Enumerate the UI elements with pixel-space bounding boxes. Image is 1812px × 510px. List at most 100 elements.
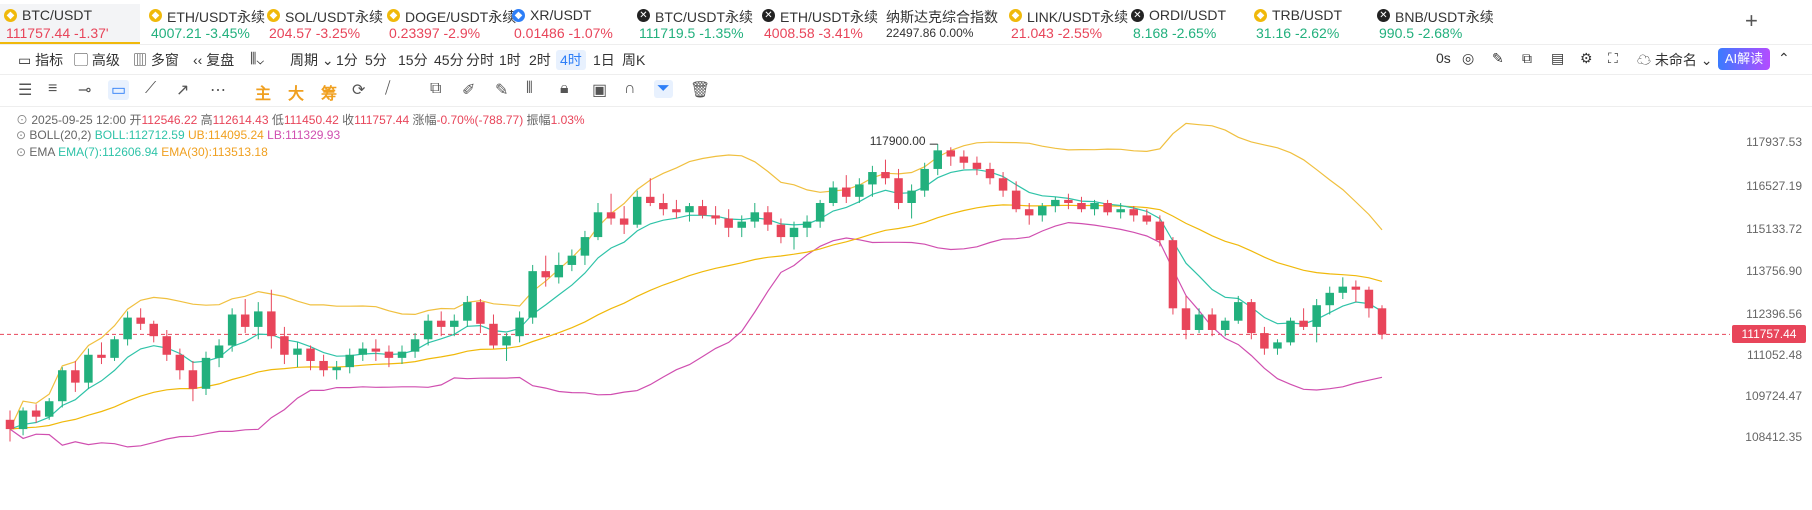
period-button[interactable]: 周期 ⌄ <box>290 52 334 68</box>
bars-icon[interactable]: ⫴ <box>526 80 533 97</box>
collapse-icon[interactable]: ⌃ <box>1778 50 1790 66</box>
candle-body <box>423 320 433 340</box>
candle-body <box>1011 190 1021 210</box>
ticker-price-change: 4008.58 -3.41% <box>764 25 863 41</box>
ray-icon[interactable]: ↗ <box>176 82 190 99</box>
ticker-1[interactable]: ◆ ETH/USDT永续 4007.21 -3.45% <box>145 4 265 42</box>
magnet-icon[interactable]: ∩ <box>624 80 636 97</box>
change-value: -0.70%(-788.77) <box>436 113 524 127</box>
candle-body <box>1312 305 1321 327</box>
interval-6[interactable]: 2时 <box>529 52 551 68</box>
ticker-4[interactable]: ◆ XR/USDT 0.01486 -1.07% <box>508 4 629 42</box>
candle-body <box>737 221 746 228</box>
ticker-5[interactable]: ✕ BTC/USDT永续 111719.5 -1.35% <box>633 4 754 42</box>
coin-icon: ◆ <box>1254 9 1267 22</box>
ticker-6[interactable]: ✕ ETH/USDT永续 4008.58 -3.41% <box>758 4 878 42</box>
chart-type-icon[interactable]: ⫼⌄ <box>250 50 264 66</box>
interval-5[interactable]: 1时 <box>499 52 521 68</box>
coin-icon: ✕ <box>1131 9 1144 22</box>
candle-body <box>515 317 524 337</box>
interval-4[interactable]: 分时 <box>466 52 494 68</box>
candle-body <box>724 218 733 228</box>
candle-body <box>332 367 341 371</box>
main-tool-button[interactable]: 主 <box>255 86 272 103</box>
rectangle-icon[interactable]: ▭ <box>108 80 130 100</box>
ai-interpret-button[interactable]: AI解读 <box>1718 48 1770 70</box>
ruler-icon[interactable]: ✐ <box>462 82 476 99</box>
big-tool-button[interactable]: 大 <box>288 86 305 103</box>
layout-icon[interactable]: ▤ <box>1551 50 1565 66</box>
candle-body <box>1273 342 1282 349</box>
interval-1[interactable]: 5分 <box>365 52 387 68</box>
layout-name-button[interactable]: ☁ 未命名 ⌄ <box>1637 52 1713 68</box>
trend-line-icon[interactable]: ⟋ <box>145 80 157 97</box>
multi-window-button[interactable]: ▥ 多窗 <box>133 52 179 68</box>
horizontal-ray-icon[interactable]: ⊸ <box>78 82 92 99</box>
indicator-button[interactable]: ▭ 指标 <box>18 52 64 68</box>
filter-icon[interactable]: ⏷ <box>654 80 673 98</box>
add-symbol-button[interactable]: + <box>1745 8 1758 33</box>
multi-label: 多窗 <box>150 52 179 68</box>
candle-body <box>371 348 381 352</box>
y-axis-label: 109724.47 <box>1745 389 1802 404</box>
candle-body <box>659 203 668 210</box>
candle-body <box>162 336 172 355</box>
note-icon[interactable]: ▣ <box>592 82 608 99</box>
candle-body <box>881 172 890 179</box>
ticker-price: 4007.21 <box>151 25 202 41</box>
interval-7[interactable]: 4时 <box>556 50 586 70</box>
candle-body <box>214 345 224 358</box>
ticker-symbol: ORDI/USDT <box>1149 7 1226 23</box>
ticker-3[interactable]: ◆ DOGE/USDT永续 0.23397 -2.9% <box>383 4 516 42</box>
ticker-price-change: 204.57 -3.25% <box>269 25 360 41</box>
horizontal-lines-icon[interactable]: ≡ <box>48 80 58 97</box>
edit-icon[interactable]: ✎ <box>1492 50 1504 66</box>
candle-body <box>410 339 420 352</box>
ticker-0[interactable]: ◆ BTC/USDT 111757.44 -1.37' <box>0 4 140 44</box>
copy-icon[interactable]: ⧉ <box>430 80 442 97</box>
candle-body <box>110 339 119 358</box>
pen-icon[interactable]: ✎ <box>495 82 509 99</box>
ticker-price: 990.5 <box>1379 25 1415 41</box>
candle-body <box>1299 320 1308 327</box>
ticker-7[interactable]: 纳斯达克综合指数 22497.86 0.00% <box>880 4 1001 42</box>
ticker-symbol: TRB/USDT <box>1272 7 1342 23</box>
ticker-8[interactable]: ◆ LINK/USDT永续 21.043 -2.55% <box>1005 4 1128 42</box>
eraser-line-icon[interactable]: ⧸ <box>385 80 391 97</box>
restore-icon[interactable]: ⧉ <box>1522 50 1532 66</box>
candle-body <box>985 168 995 179</box>
trash-icon[interactable]: 🗑︎ <box>690 82 711 99</box>
ticker-price: 0.01486 <box>514 25 565 41</box>
ticker-change: -1.07% <box>568 25 613 41</box>
candle-body <box>358 348 368 355</box>
replay-button[interactable]: ‹‹ 复盘 <box>193 52 235 68</box>
ticker-10[interactable]: ◆ TRB/USDT 31.16 -2.62% <box>1250 4 1369 42</box>
price-chart[interactable]: ⊙ 2025-09-25 12:00 开112546.22 高112614.43… <box>0 106 1812 510</box>
interval-3[interactable]: 45分 <box>434 52 464 68</box>
menu-lines-icon[interactable]: ☰ <box>18 82 33 99</box>
candle-body <box>1207 314 1217 330</box>
chip-tool-button[interactable]: 筹 <box>321 86 338 103</box>
candle-body <box>397 351 407 358</box>
sync-icon[interactable]: ⟳ <box>352 82 366 99</box>
ticker-2[interactable]: ◆ SOL/USDT永续 204.57 -3.25% <box>263 4 383 42</box>
advanced-button[interactable]: ▢ 高级 <box>74 52 120 68</box>
settings-icon[interactable]: ⚙ <box>1580 50 1593 66</box>
y-axis-label: 117937.53 <box>1746 135 1802 149</box>
interval-9[interactable]: 周K <box>622 52 646 68</box>
candle-body <box>502 336 511 346</box>
ticker-change: -3.45% <box>205 25 250 41</box>
fullscreen-icon[interactable]: ⛶ <box>1608 50 1618 66</box>
interval-0[interactable]: 1分 <box>336 52 358 68</box>
ticker-11[interactable]: ✕ BNB/USDT永续 990.5 -2.68% <box>1373 4 1494 42</box>
more-tools-icon[interactable]: ⋯ <box>210 82 226 99</box>
lock-icon[interactable]: 🔒︎ <box>560 80 569 97</box>
interval-2[interactable]: 15分 <box>398 52 428 68</box>
candle-body <box>685 206 694 213</box>
camera-icon[interactable]: ◎ <box>1462 50 1475 66</box>
indicator-label: 指标 <box>35 52 64 68</box>
ticker-price-change: 22497.86 0.00% <box>886 26 973 40</box>
interval-8[interactable]: 1日 <box>593 52 615 68</box>
ticker-9[interactable]: ✕ ORDI/USDT 8.168 -2.65% <box>1127 4 1246 42</box>
candle-body <box>345 354 354 368</box>
